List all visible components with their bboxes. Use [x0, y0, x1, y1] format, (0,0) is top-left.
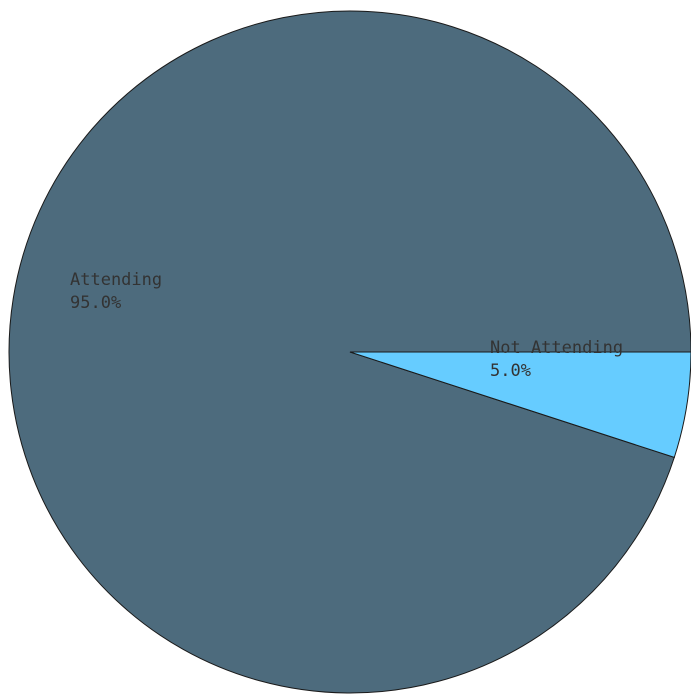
- pie-labels: Attending 95.0% Not Attending 5.0%: [70, 270, 623, 381]
- slice-not-attending-label: Not Attending: [490, 338, 623, 358]
- slice-attending-label: Attending: [70, 270, 162, 290]
- slice-not-attending-percent-label: 5.0%: [490, 361, 531, 381]
- pie-slices: [8, 10, 691, 694]
- slice-attending-percent-label: 95.0%: [70, 293, 121, 313]
